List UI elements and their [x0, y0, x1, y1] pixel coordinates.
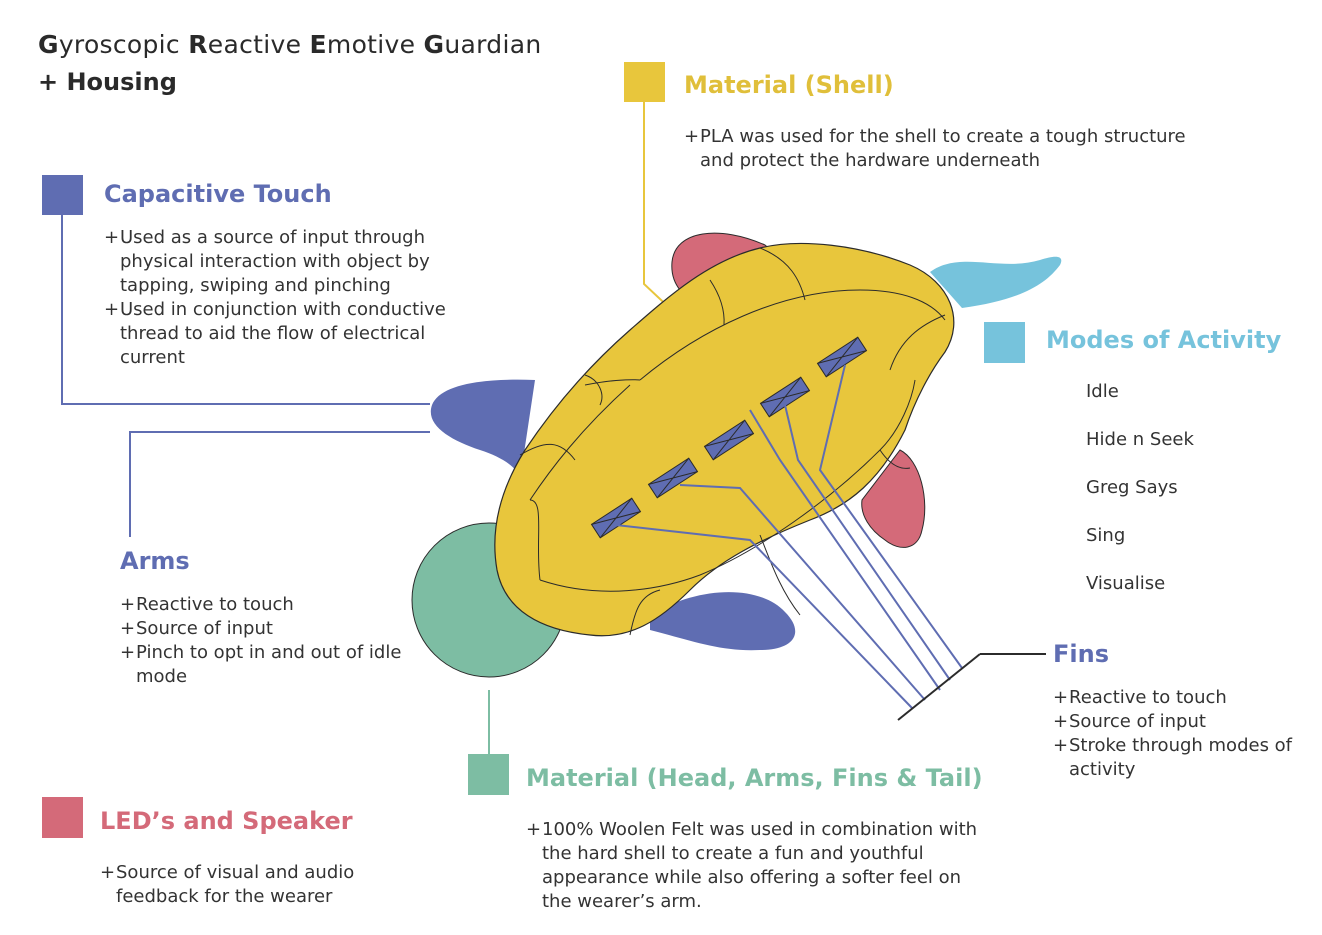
leds-swatch — [42, 797, 83, 838]
modes-swatch — [984, 322, 1025, 363]
list-item: Source of input — [1053, 710, 1315, 734]
shell-seam — [529, 384, 631, 501]
title-word-rest: uardian — [444, 30, 542, 59]
modes-list: Idle Hide n Seek Greg Says Sing Visualis… — [1086, 380, 1194, 620]
title-initial-g2: G — [423, 30, 445, 59]
left-arm-shape — [430, 379, 535, 480]
tail-shape — [930, 256, 1062, 308]
sensor-pad — [703, 419, 755, 461]
leds-text: Source of visual and audio feedback for … — [100, 861, 400, 909]
capacitive-touch-heading: Capacitive Touch — [104, 180, 332, 208]
mode-item: Hide n Seek — [1086, 429, 1194, 450]
shell-seam — [889, 314, 946, 371]
right-fin-shape — [861, 449, 926, 548]
shell-seam — [879, 449, 911, 469]
sensor-pad — [590, 497, 642, 539]
list-item: Source of input — [120, 617, 410, 641]
thread-line — [749, 409, 941, 691]
leader-line-arms — [129, 431, 430, 537]
shell-seam — [539, 379, 916, 592]
leader-line-capacitive — [61, 214, 430, 405]
capacitive-touch-text: Used as a source of input through physic… — [104, 226, 474, 370]
leader-line-shell — [643, 100, 677, 315]
diagram-subtitle: + Housing — [38, 68, 177, 96]
list-item: Used in conjunction with conductive thre… — [104, 298, 474, 370]
list-item: 100% Woolen Felt was used in combination… — [526, 818, 996, 914]
modes-heading: Modes of Activity — [1046, 326, 1282, 354]
mode-item: Idle — [1086, 381, 1119, 402]
list-item: Reactive to touch — [120, 593, 410, 617]
list-item: PLA was used for the shell to create a t… — [684, 125, 1194, 173]
shell-seam — [639, 289, 946, 381]
shell-seam — [519, 443, 576, 461]
list-item: Used as a source of input through physic… — [104, 226, 474, 298]
mode-item: Greg Says — [1086, 477, 1178, 498]
fins-text: Reactive to touch Source of input Stroke… — [1053, 686, 1315, 782]
material-shell-swatch — [624, 62, 665, 102]
shell-seam — [759, 247, 806, 301]
thread-line — [784, 404, 951, 681]
shell-seam — [529, 499, 541, 581]
shell-seam — [759, 534, 801, 616]
mode-item: Visualise — [1086, 573, 1166, 594]
material-shell-heading: Material (Shell) — [684, 71, 894, 99]
list-item: Reactive to touch — [1053, 686, 1315, 710]
sensor-pad — [647, 457, 699, 499]
fins-heading: Fins — [1053, 640, 1109, 668]
list-item: Pinch to opt in and out of idle mode — [120, 641, 410, 689]
thread-line — [615, 524, 913, 709]
bottom-arm-shape — [650, 592, 796, 651]
diagram-title: Gyroscopic Reactive Emotive Guardian — [38, 30, 541, 59]
title-initial-r: R — [188, 30, 208, 59]
title-word-rest: eactive — [207, 30, 302, 59]
sensor-pad — [816, 336, 868, 378]
shell-seam — [709, 279, 725, 326]
shell-seam — [584, 374, 603, 406]
thread-line — [679, 484, 926, 701]
arms-text: Reactive to touch Source of input Pinch … — [120, 593, 410, 689]
title-initial-g: G — [38, 30, 59, 59]
material-shell-text: PLA was used for the shell to create a t… — [684, 125, 1194, 173]
list-item: Source of visual and audio feedback for … — [100, 861, 400, 909]
material-felt-heading: Material (Head, Arms, Fins & Tail) — [526, 764, 983, 792]
sensor-pad — [759, 376, 811, 418]
arms-heading: Arms — [120, 547, 190, 575]
title-initial-e: E — [309, 30, 327, 59]
capacitive-touch-swatch — [42, 175, 83, 215]
material-felt-text: 100% Woolen Felt was used in combination… — [526, 818, 996, 914]
thread-line — [818, 364, 963, 669]
title-word-rest: yroscopic — [58, 30, 180, 59]
shell-seam — [584, 379, 641, 386]
title-word-rest: motive — [326, 30, 416, 59]
fins-connector-bar — [897, 653, 981, 721]
material-felt-swatch — [468, 754, 509, 795]
list-item: Stroke through modes of activity — [1053, 734, 1315, 782]
leds-heading: LED’s and Speaker — [100, 807, 353, 835]
shell-seam — [629, 589, 661, 636]
mode-item: Sing — [1086, 525, 1126, 546]
